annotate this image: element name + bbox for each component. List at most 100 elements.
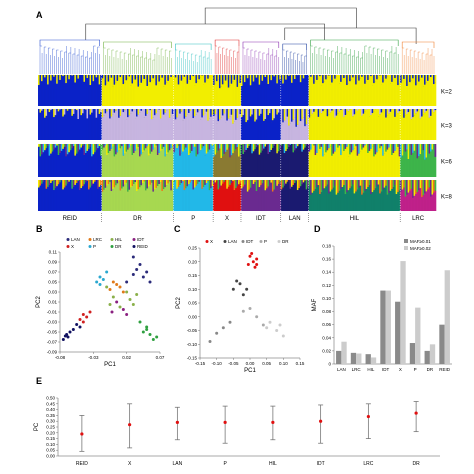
structure-bar-main bbox=[106, 155, 108, 177]
structure-bar-main bbox=[75, 80, 78, 106]
structure-bar-secondary bbox=[56, 144, 59, 146]
structure-bar-main bbox=[379, 114, 381, 140]
structure-bar-main bbox=[101, 191, 104, 211]
structure-bar-main bbox=[83, 81, 86, 106]
structure-bar-secondary bbox=[295, 180, 298, 182]
structure-bar-main bbox=[355, 84, 357, 106]
structure-bar-main bbox=[89, 85, 92, 106]
structure-bar-main bbox=[229, 184, 232, 211]
structure-bar-main bbox=[63, 114, 66, 140]
structure-bar-secondary bbox=[38, 144, 40, 147]
structure-bar-secondary bbox=[202, 109, 205, 116]
structure-bar-main bbox=[335, 149, 338, 177]
structure-bar-secondary bbox=[68, 144, 71, 153]
structure-bar-secondary bbox=[217, 75, 220, 80]
structure-bar-main bbox=[137, 86, 140, 106]
structure-bar-main bbox=[63, 187, 66, 211]
structure-bar-main bbox=[319, 194, 321, 211]
structure-bar-main bbox=[66, 183, 69, 211]
structure-bar-secondary bbox=[392, 180, 395, 188]
structure-bar-main bbox=[291, 82, 293, 106]
legend-marker bbox=[110, 238, 114, 241]
structure-bar-secondary bbox=[47, 75, 49, 85]
structure-bar-main bbox=[238, 84, 240, 106]
structure-bar-main bbox=[268, 184, 271, 211]
structure-bar-main bbox=[54, 147, 57, 177]
dendro-branch bbox=[310, 39, 399, 46]
structure-bar-secondary bbox=[94, 144, 96, 153]
structure-bar-main bbox=[198, 152, 201, 177]
structure-bar-secondary bbox=[239, 109, 242, 115]
structure-bar-main bbox=[288, 146, 290, 177]
structure-bar-secondary bbox=[107, 109, 110, 110]
structure-bar-secondary bbox=[147, 109, 150, 113]
structure-bar-main bbox=[358, 109, 360, 140]
structure-bar-secondary bbox=[370, 144, 372, 149]
structure-bar-main bbox=[362, 75, 365, 106]
data-point-p bbox=[255, 315, 259, 319]
structure-bar-secondary bbox=[127, 109, 129, 118]
structure-bar-secondary bbox=[353, 144, 356, 149]
structure-bar-secondary bbox=[359, 180, 362, 186]
structure-bar-secondary bbox=[115, 109, 117, 111]
structure-bar-secondary bbox=[101, 109, 104, 118]
structure-bar-secondary bbox=[158, 144, 161, 153]
structure-bar-main bbox=[208, 149, 211, 177]
structure-bar-secondary bbox=[97, 109, 99, 116]
structure-bar-secondary bbox=[252, 144, 255, 152]
structure-bar-secondary bbox=[48, 144, 51, 156]
structure-bar-secondary bbox=[38, 180, 40, 188]
structure-bar-secondary bbox=[385, 180, 387, 186]
structure-bar-secondary bbox=[276, 75, 279, 84]
structure-bar-secondary bbox=[122, 144, 125, 156]
structure-bar-main bbox=[326, 77, 329, 106]
structure-bar-main bbox=[365, 81, 368, 106]
structure-bar-secondary bbox=[391, 75, 393, 82]
y-tick-label: 0.05 bbox=[188, 301, 197, 306]
structure-bar-secondary bbox=[427, 75, 429, 81]
structure-bar-main bbox=[103, 189, 105, 211]
structure-bar-secondary bbox=[89, 75, 92, 86]
structure-bar-main bbox=[335, 76, 338, 106]
y-tick-label: 0.00 bbox=[188, 314, 197, 319]
structure-bar-secondary bbox=[397, 109, 399, 114]
structure-bar-main bbox=[334, 151, 336, 177]
structure-bar-secondary bbox=[101, 75, 104, 79]
y-tick-label: 0.10 bbox=[322, 296, 331, 301]
structure-bar-secondary bbox=[431, 109, 434, 114]
structure-bar-main bbox=[239, 114, 242, 140]
structure-bar-secondary bbox=[283, 75, 286, 82]
structure-bar-main bbox=[119, 115, 122, 140]
structure-bar-main bbox=[71, 148, 74, 177]
structure-bar-secondary bbox=[421, 109, 423, 117]
structure-bar-main bbox=[185, 147, 187, 177]
structure-bar-secondary bbox=[270, 109, 273, 123]
structure-bar-main bbox=[298, 75, 301, 106]
structure-bar-secondary bbox=[147, 144, 150, 156]
structure-bar-main bbox=[115, 185, 117, 211]
structure-bar-secondary bbox=[260, 75, 262, 83]
structure-bar-secondary bbox=[431, 75, 434, 86]
structure-bar-main bbox=[291, 121, 293, 140]
structure-bar-main bbox=[248, 189, 251, 211]
structure-bar-secondary bbox=[176, 180, 179, 189]
data-point-hil bbox=[111, 295, 115, 299]
structure-bar-secondary bbox=[413, 75, 416, 77]
structure-bar-secondary bbox=[238, 109, 240, 117]
structure-bar-secondary bbox=[383, 144, 386, 154]
structure-bar-main bbox=[155, 187, 158, 211]
structure-bar-secondary bbox=[232, 75, 234, 82]
structure-bar-secondary bbox=[404, 109, 407, 116]
y-tick-label: 0.14 bbox=[322, 270, 331, 275]
structure-bar-secondary bbox=[273, 109, 276, 119]
structure-bar-secondary bbox=[143, 109, 146, 118]
structure-bar-secondary bbox=[86, 180, 89, 181]
structure-bar-secondary bbox=[261, 109, 264, 112]
structure-bar-main bbox=[280, 145, 283, 177]
structure-bar-main bbox=[364, 145, 366, 177]
structure-bar-main bbox=[433, 158, 435, 177]
structure-bar-main bbox=[122, 112, 125, 140]
structure-bar-secondary bbox=[382, 180, 384, 190]
structure-bar-secondary bbox=[208, 109, 211, 119]
structure-bar-secondary bbox=[422, 109, 425, 115]
